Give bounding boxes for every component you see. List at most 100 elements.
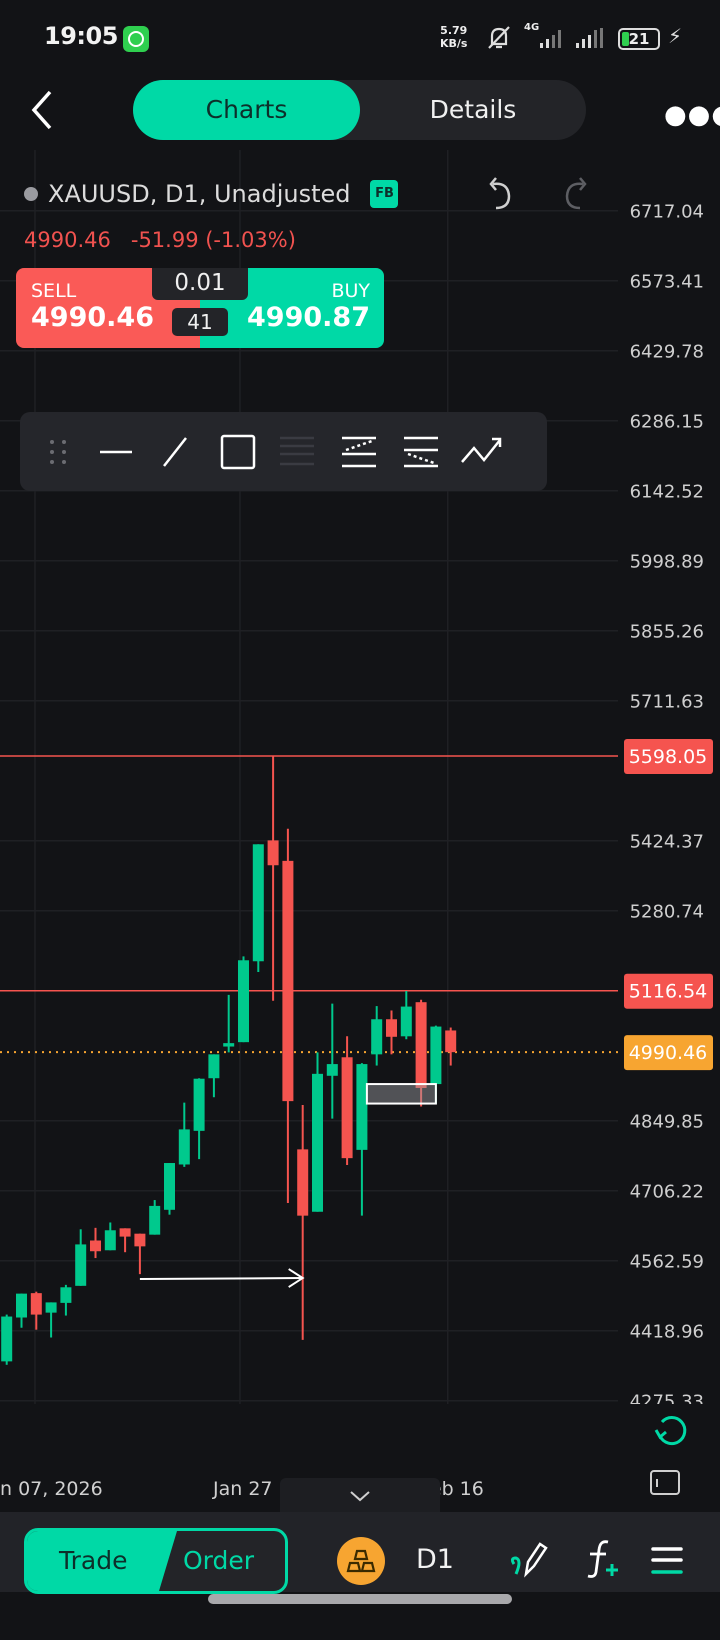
price-axis-label: 5998.89 <box>630 552 704 573</box>
signal-icon <box>540 28 561 48</box>
price-axis-label: 6286.15 <box>630 412 704 433</box>
candle-down <box>445 1030 457 1053</box>
rectangle-drawing <box>365 1083 437 1105</box>
price-axis-label: 4562.59 <box>630 1252 704 1273</box>
date-label: Jan 27 <box>213 1478 273 1500</box>
quick-trade-widget: SELL 4990.46 BUY 4990.87 0.01 41 <box>16 268 384 348</box>
tab-details[interactable]: Details <box>429 95 517 124</box>
candle-down <box>386 1019 397 1037</box>
price-badge <box>624 973 713 1009</box>
horizontal-line-icon[interactable] <box>94 430 138 474</box>
price-badge-label: 5116.54 <box>629 981 708 1003</box>
signal-icon-2 <box>576 28 603 48</box>
price-axis-label: 4275.33 <box>630 1392 704 1413</box>
parallel-lines-icon[interactable] <box>276 430 320 474</box>
price-axis-label: 6142.52 <box>630 482 704 503</box>
sell-label: SELL <box>31 280 77 302</box>
view-tabs: Charts Details <box>133 80 586 140</box>
buy-label: BUY <box>331 280 370 302</box>
network-speed: 5.79 KB/s <box>440 24 467 50</box>
candle-down <box>297 1149 309 1216</box>
symbol-title: XAUUSD, D1, Unadjusted <box>48 180 351 208</box>
tab-charts[interactable]: Charts <box>133 80 360 140</box>
indicators-icon[interactable] <box>582 1536 626 1584</box>
polyline-icon[interactable] <box>460 430 504 474</box>
net-speed-value: 5.79 <box>440 24 468 37</box>
buy-button[interactable]: BUY 4990.87 <box>200 268 384 348</box>
price-axis-label: 4849.85 <box>630 1112 704 1133</box>
sell-button[interactable]: SELL 4990.46 <box>16 268 200 348</box>
candle-up <box>208 1054 220 1079</box>
lot-size-input[interactable]: 0.01 <box>152 268 248 300</box>
back-icon[interactable] <box>24 88 64 132</box>
candle-up <box>400 1006 412 1037</box>
market-status-dot <box>24 187 38 201</box>
candle-up <box>16 1293 27 1318</box>
candle-down <box>341 1057 353 1159</box>
price-axis-label: 5711.63 <box>630 692 704 713</box>
candle-up <box>178 1129 190 1165</box>
home-indicator[interactable] <box>208 1594 512 1604</box>
charging-icon: ⚡ <box>668 24 683 48</box>
channel-up-icon[interactable] <box>338 430 382 474</box>
date-label: n 07, 2026 <box>0 1478 103 1500</box>
buy-price: 4990.87 <box>247 302 370 333</box>
mute-icon <box>488 26 510 49</box>
timeframe-selector[interactable]: D1 <box>416 1544 454 1575</box>
fullscreen-icon[interactable] <box>650 1470 680 1495</box>
candle-up <box>1 1316 13 1362</box>
price-chart[interactable]: 6717.04 6573.41 6429.78 6286.15 6142.52 5998.… <box>0 150 720 1480</box>
candle-down <box>282 860 294 1102</box>
order-button[interactable]: Order <box>183 1546 255 1575</box>
trend-line-icon[interactable] <box>154 430 198 474</box>
drag-handle-icon[interactable] <box>36 430 80 474</box>
gold-symbol-icon[interactable] <box>337 1537 385 1585</box>
candle-up <box>252 844 264 962</box>
collapse-panel-button[interactable] <box>280 1478 440 1512</box>
candle-down <box>119 1228 131 1237</box>
arrow-drawing <box>139 1277 303 1281</box>
candle-up <box>371 1019 383 1055</box>
price-axis-label: 4706.22 <box>630 1182 704 1203</box>
battery-level: 21 <box>628 30 650 48</box>
candle-up <box>312 1073 323 1212</box>
candle-up <box>430 1026 442 1085</box>
candle-up <box>75 1244 87 1286</box>
price-axis-label: 4418.96 <box>630 1322 704 1343</box>
drawing-toolbar <box>20 412 547 491</box>
candle-up <box>149 1205 161 1235</box>
price-badge-label: 4990.46 <box>629 1042 708 1064</box>
sell-price: 4990.46 <box>31 302 154 333</box>
draw-pencil-icon[interactable] <box>508 1538 552 1582</box>
price-axis-label: 6429.78 <box>630 342 704 363</box>
arrow-head <box>288 1268 305 1288</box>
price-badge <box>624 739 713 775</box>
candle-up <box>193 1078 205 1131</box>
menu-icon[interactable] <box>650 1544 684 1578</box>
candle-down <box>30 1293 42 1315</box>
candle-up <box>45 1302 57 1313</box>
candle-up <box>60 1287 72 1303</box>
undo-icon[interactable] <box>484 176 514 212</box>
reset-chart-icon[interactable] <box>652 1412 690 1450</box>
price-axis-label: 6717.04 <box>630 202 704 223</box>
rectangle-icon[interactable] <box>216 430 260 474</box>
price-axis-label: 6573.41 <box>630 272 704 293</box>
candle-up <box>326 1064 338 1076</box>
trade-order-toggle: Trade Order <box>24 1528 288 1594</box>
candle-down <box>267 840 279 866</box>
symbol-badge: FB <box>370 180 399 208</box>
redo-icon[interactable] <box>562 176 592 212</box>
chevron-down-icon <box>350 1491 370 1502</box>
candle-up <box>238 960 249 1043</box>
spread-value: 41 <box>172 308 228 336</box>
candle-down <box>90 1240 101 1252</box>
candle-down <box>415 1002 427 1088</box>
trade-button[interactable]: Trade <box>27 1531 177 1591</box>
battery-icon: 21 <box>618 28 660 50</box>
channel-down-icon[interactable] <box>400 430 444 474</box>
candle-up <box>356 1064 368 1150</box>
price-badge-label: 5598.05 <box>629 746 708 768</box>
more-options-icon[interactable]: ●●● <box>664 100 720 130</box>
price-change: 4990.46 -51.99 (-1.03%) <box>24 228 296 252</box>
